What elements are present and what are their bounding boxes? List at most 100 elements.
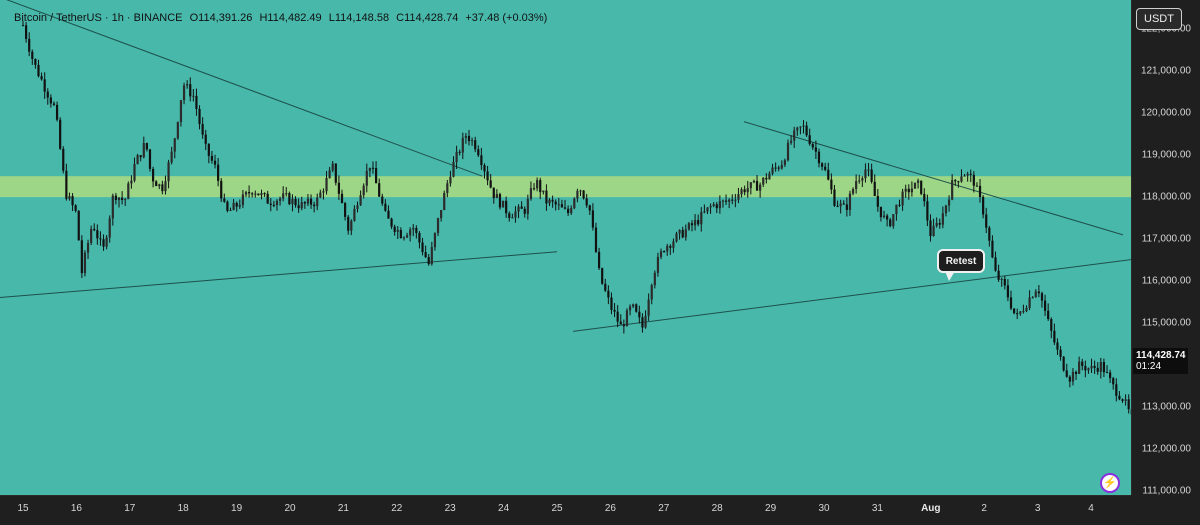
candle-body-37 [136, 155, 138, 164]
candle-body-78 [263, 193, 265, 194]
candle-body-352 [1112, 378, 1114, 384]
candle-body-91 [304, 202, 306, 203]
candle-body-43 [155, 181, 157, 186]
candle-body-174 [561, 204, 563, 207]
candle-body-356 [1125, 399, 1127, 401]
trendline-1 [0, 0, 482, 176]
candle-body-97 [322, 191, 324, 192]
candle-body-147 [477, 149, 479, 155]
candle-body-145 [471, 140, 473, 141]
candle-body-2 [28, 39, 30, 52]
candle-body-300 [951, 180, 953, 199]
candle-body-60 [208, 144, 210, 156]
candle-body-202 [648, 300, 650, 316]
candle-body-117 [384, 204, 386, 211]
candle-body-125 [409, 230, 411, 236]
candle-body-180 [579, 191, 581, 192]
candle-body-320 [1013, 308, 1015, 313]
candle-body-264 [840, 203, 842, 206]
candle-body-292 [926, 201, 928, 220]
bar-countdown: 01:24 [1136, 361, 1185, 372]
candle-body-275 [874, 182, 876, 196]
candle-body-305 [967, 174, 969, 176]
candle-body-67 [229, 210, 231, 211]
candle-body-196 [629, 306, 631, 310]
candle-body-323 [1022, 311, 1024, 312]
currency-button[interactable]: USDT [1136, 8, 1182, 30]
candle-body-103 [341, 194, 343, 203]
candle-body-64 [220, 181, 222, 199]
price-chart[interactable] [0, 0, 1131, 495]
candle-body-137 [446, 183, 448, 193]
candle-body-76 [257, 194, 259, 196]
price-tick-label: 119,000.00 [1142, 150, 1191, 161]
candle-body-116 [381, 197, 383, 204]
candle-body-296 [939, 223, 941, 225]
candle-body-24 [96, 230, 98, 238]
candle-body-57 [198, 109, 200, 124]
candle-body-30 [115, 196, 117, 200]
candle-body-172 [555, 202, 557, 205]
candle-body-79 [267, 194, 269, 204]
candle-body-286 [908, 189, 910, 193]
candle-body-291 [923, 194, 925, 201]
candle-body-170 [548, 200, 550, 204]
candle-body-34 [127, 183, 129, 199]
candle-body-42 [152, 169, 154, 181]
candle-body-247 [787, 143, 789, 160]
candle-body-154 [499, 194, 501, 207]
candle-body-86 [288, 193, 290, 204]
candle-body-307 [973, 175, 975, 186]
candle-body-204 [654, 273, 656, 285]
candle-body-36 [133, 164, 135, 180]
candle-body-176 [567, 209, 569, 213]
candle-body-21 [87, 243, 89, 253]
candle-body-316 [1001, 279, 1003, 280]
candle-body-182 [586, 198, 588, 205]
candle-body-279 [886, 216, 888, 220]
last-price-label: 114,428.74 01:24 [1133, 348, 1188, 374]
candle-body-190 [610, 298, 612, 310]
candle-body-215 [688, 223, 690, 229]
candle-body-348 [1100, 362, 1102, 372]
candle-body-22 [90, 229, 92, 243]
candle-body-150 [486, 171, 488, 180]
candle-body-156 [505, 201, 507, 213]
legend-high: H114,482.49 [259, 12, 321, 24]
candle-body-242 [771, 168, 773, 174]
candle-body-132 [431, 247, 433, 264]
candle-body-192 [617, 312, 619, 322]
legend-symbol[interactable]: Bitcoin / TetherUS · 1h · BINANCE [14, 12, 183, 24]
candle-body-41 [149, 149, 151, 169]
candle-body-54 [189, 84, 191, 96]
chart-area[interactable]: Bitcoin / TetherUS · 1h · BINANCE O114,3… [0, 0, 1132, 495]
time-tick-label: Aug [921, 503, 940, 514]
time-tick-label: 4 [1088, 503, 1094, 514]
candle-body-131 [428, 257, 430, 264]
candle-body-315 [998, 271, 1000, 280]
candle-body-56 [195, 96, 197, 109]
candle-body-62 [214, 161, 216, 165]
candle-body-329 [1041, 293, 1043, 300]
candle-body-235 [750, 182, 752, 188]
candle-body-168 [542, 191, 544, 193]
candle-body-299 [948, 200, 950, 206]
candle-body-191 [613, 310, 615, 312]
candle-body-3 [31, 52, 33, 59]
candle-body-282 [895, 205, 897, 214]
legend-low: L114,148.58 [329, 12, 389, 24]
price-axis[interactable]: 122,000.00121,000.00120,000.00119,000.00… [1132, 0, 1200, 495]
candle-body-74 [251, 193, 253, 194]
candle-body-160 [517, 207, 519, 212]
retest-annotation[interactable]: Retest [937, 249, 985, 273]
candle-body-319 [1010, 297, 1012, 308]
legend-change: +37.48 (+0.03%) [465, 12, 547, 24]
candle-body-297 [942, 213, 944, 224]
lightning-bolt-icon[interactable]: ⚡ [1100, 473, 1120, 493]
candle-body-243 [775, 168, 777, 169]
retest-annotation-tail [945, 271, 955, 281]
candle-body-228 [728, 200, 730, 202]
candle-body-98 [325, 178, 327, 191]
candle-body-210 [672, 242, 674, 248]
